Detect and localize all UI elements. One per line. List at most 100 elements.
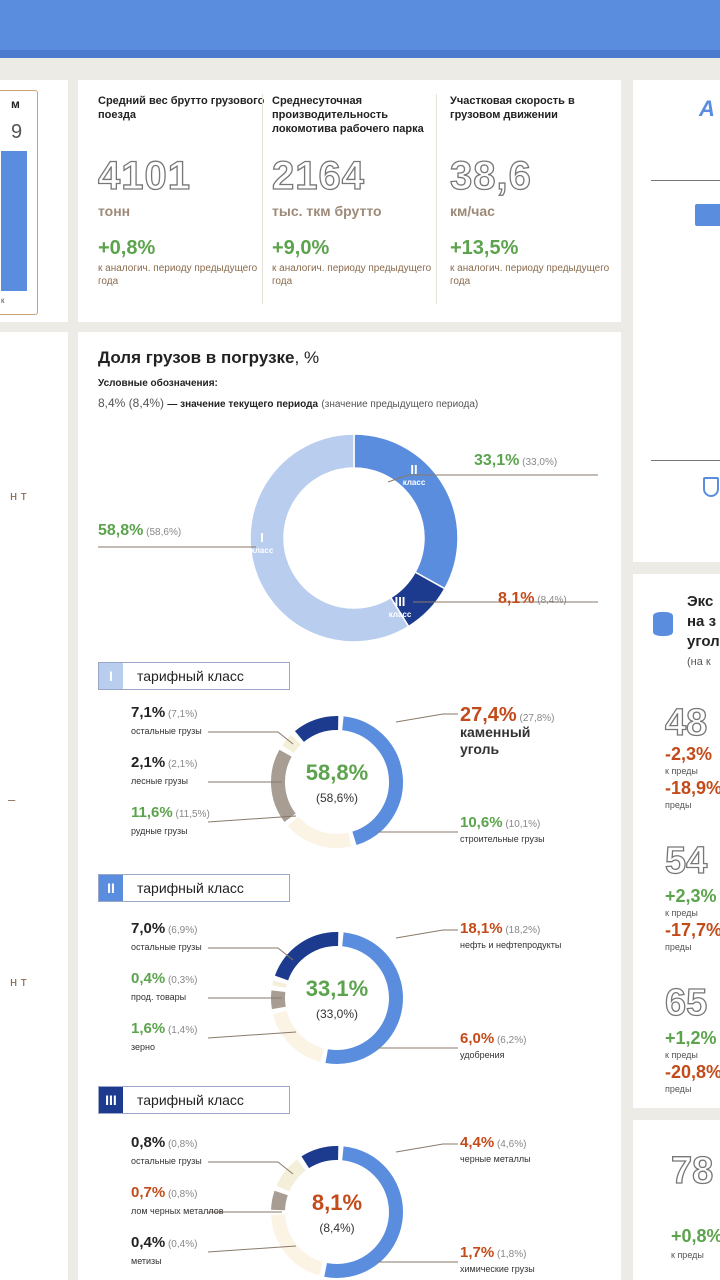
- donut-I-segment: [294, 716, 339, 743]
- right-change-3b: -20,8%: [665, 1062, 720, 1082]
- category-value: 18,1% (18,2%): [460, 920, 540, 937]
- chart-title-unit: , %: [294, 348, 320, 367]
- value-previous: (1,8%): [494, 1249, 527, 1260]
- value-current: 33,1%: [474, 452, 520, 469]
- stats-panel: Средний вес брутто грузового поезда 4101…: [78, 80, 621, 322]
- leader-line: [387, 474, 598, 483]
- donut-I-segment: [287, 816, 352, 848]
- class-segment-sublabel: класс: [251, 546, 274, 555]
- class-2-share-label: 33,1% (33,0%): [474, 452, 557, 470]
- right-note-3a: к преды: [665, 1050, 698, 1060]
- leader-line: [208, 731, 294, 745]
- value-current: 7,0%: [131, 920, 166, 937]
- value-previous: (0,8%): [165, 1139, 198, 1150]
- category-label: нефть и нефтепродукты: [460, 940, 562, 950]
- left-fragment-a: н т: [10, 488, 27, 503]
- right-change-4: +0,8%: [671, 1226, 720, 1246]
- category-value: 7,1% (7,1%): [131, 704, 197, 721]
- donut-I-segment: [271, 749, 296, 822]
- leader-line: [395, 1143, 458, 1153]
- stat-value: 38,6: [449, 153, 532, 198]
- value-previous: (0,8%): [165, 1189, 198, 1200]
- value-previous: (6,9%): [165, 925, 198, 936]
- right-panel-middle: Экс на з угол (на к 48 -2,3% к преды -18…: [633, 574, 720, 1108]
- legend-example: 8,4% (8,4%): [98, 396, 165, 410]
- left-mini-title: м: [11, 97, 20, 111]
- value-current: 18,1%: [460, 920, 503, 937]
- category-label: прод. товары: [131, 992, 187, 1002]
- class-box-number: II: [99, 875, 123, 901]
- right-value-3: 65: [664, 981, 708, 1024]
- header-shadow: [0, 50, 720, 58]
- value-previous: (0,4%): [165, 1239, 198, 1250]
- class-box-2: II тарифный класс: [98, 874, 290, 902]
- value-current: 7,1%: [131, 704, 166, 721]
- right-change-2a: +2,3%: [665, 886, 717, 906]
- right-subtitle: (на к: [687, 656, 711, 668]
- class-1-share-label: 58,8% (58,6%): [98, 522, 181, 540]
- right-divider: [651, 460, 720, 461]
- category-value: 10,6% (10,1%): [460, 814, 540, 831]
- category-label: химические грузы: [460, 1264, 535, 1274]
- donut-II-segment: [273, 1010, 325, 1062]
- donut-III-segment: [301, 1146, 339, 1169]
- class-box-label: тарифный класс: [137, 1092, 244, 1108]
- donut-center-value: 8,1%: [312, 1190, 362, 1215]
- right-note-4: к преды: [671, 1250, 704, 1260]
- category-value: 11,6% (11,5%): [131, 804, 210, 821]
- value-previous: (7,1%): [165, 709, 198, 720]
- right-title-line3: угол: [687, 633, 720, 650]
- leader-line: [207, 815, 297, 823]
- category-label: зерно: [131, 1042, 156, 1052]
- donut-center-previous: (33,0%): [316, 1007, 358, 1021]
- leader-line: [395, 713, 458, 723]
- legend-text: — значение текущего периода: [167, 399, 319, 410]
- stat-unit: тонн: [98, 203, 131, 219]
- value-current: 6,0%: [460, 1030, 495, 1047]
- leader-line: [395, 929, 458, 939]
- value-current: 0,4%: [131, 970, 166, 987]
- stat-unit: км/час: [450, 203, 495, 219]
- value-current: 0,4%: [131, 1234, 166, 1251]
- cargo-share-panel: Доля грузов в погрузке, % Условные обозн…: [78, 332, 621, 1280]
- value-current: 1,6%: [131, 1020, 166, 1037]
- value-current: 2,1%: [131, 754, 166, 771]
- donut-II-segment: [325, 932, 403, 1064]
- donut-II-segment: [271, 990, 286, 1010]
- right-value-1: 48: [664, 701, 708, 744]
- chart-title: Доля грузов в погрузке, %: [98, 348, 319, 368]
- value-previous: (0,3%): [165, 975, 198, 986]
- donut-center-value: 33,1%: [306, 976, 368, 1001]
- right-logo-icon: A: [699, 96, 715, 121]
- category-value: 1,7% (1,8%): [460, 1244, 526, 1261]
- category-value: 0,8% (0,8%): [131, 1134, 197, 1151]
- stat-label: Участковая скорость в грузовом движении: [450, 95, 575, 121]
- stat-unit: тыс. ткм брутто: [272, 203, 382, 219]
- leader-line: [207, 1031, 297, 1039]
- category-value: 27,4% (27,8%): [460, 704, 555, 727]
- category-label: черные металлы: [460, 1154, 531, 1164]
- train-icon: [695, 204, 720, 226]
- leader-line: [207, 1245, 297, 1253]
- stat-label: Среднесуточная производительность локомо…: [272, 95, 424, 135]
- legend-paren: (значение предыдущего периода): [321, 399, 479, 410]
- value-previous: (58,6%): [143, 527, 182, 538]
- legend-heading: Условные обозначения:: [98, 378, 218, 389]
- value-previous: (8,4%): [534, 595, 567, 606]
- value-previous: (11,5%): [172, 809, 210, 820]
- coins-icon: [653, 612, 673, 636]
- value-current: 10,6%: [460, 814, 503, 831]
- category-value: 0,4% (0,3%): [131, 970, 197, 987]
- donut-center-previous: (8,4%): [319, 1221, 354, 1235]
- category-label: удобрения: [460, 1050, 505, 1060]
- category-value: 4,4% (4,6%): [460, 1134, 526, 1151]
- value-current: 1,7%: [460, 1244, 495, 1261]
- class-box-number: III: [99, 1087, 123, 1113]
- right-value-4: 78: [670, 1149, 714, 1192]
- stat-locomotive-productivity: Среднесуточная производительность локомо…: [271, 94, 447, 288]
- category-label: строительные грузы: [460, 834, 545, 844]
- class-segment-label: III: [395, 594, 406, 609]
- stat-change: +9,0%: [272, 237, 330, 259]
- class-segment-2: [353, 433, 459, 590]
- value-current: 0,8%: [131, 1134, 166, 1151]
